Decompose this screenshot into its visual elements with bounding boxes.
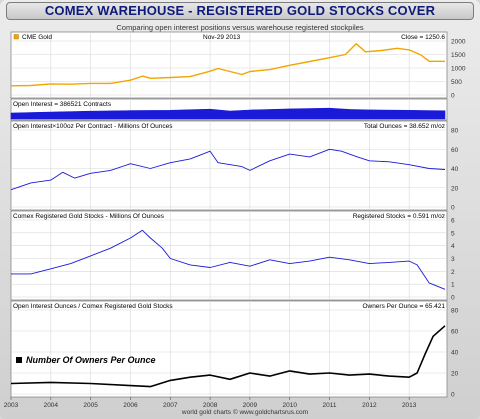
- y-tick-label: 0: [451, 295, 455, 302]
- panel-cme-gold: 0 500 1000 1500 2000 CME Gold Nov-29 2013 Close…: [10, 31, 466, 100]
- x-tick-label: 2010: [282, 402, 297, 409]
- legend-label: CME Gold: [22, 34, 52, 41]
- panel-background: [10, 120, 448, 211]
- y-tick-label: 20: [451, 371, 459, 378]
- x-tick-label: 2013: [402, 402, 417, 409]
- y-tick-label: 80: [451, 128, 459, 135]
- x-tick-label: 2012: [362, 402, 377, 409]
- series-line: [10, 148, 446, 191]
- panel-owners-per-ounce: 0 20 40 60 80 Open Interest Ounces / Comex Re…: [10, 300, 459, 399]
- panel-label: Comex Registered Gold Stocks - Millions …: [13, 213, 165, 220]
- panel-background: [10, 31, 448, 99]
- legend-swatch: [16, 357, 22, 363]
- panel-registered-stocks: 0 1 2 3 4 5 6 Comex Registered Gold Stocks - Mi…: [10, 210, 455, 302]
- y-tick-label: 3: [451, 256, 455, 263]
- y-tick-label: 1500: [451, 52, 466, 59]
- chart-subtitle: Comparing open interest positions versus…: [116, 23, 363, 32]
- x-tick-label: 2007: [163, 402, 178, 409]
- x-tick-label: 2003: [4, 402, 19, 409]
- x-tick-label: 2011: [323, 402, 337, 409]
- panel-total-ounces: 0 20 40 60 80 Open Interest×100oz Per Contrac…: [10, 120, 459, 212]
- y-tick-label: 6: [451, 218, 455, 225]
- series-line: [11, 229, 446, 290]
- legend-label: Number Of Owners Per Ounce: [26, 355, 156, 365]
- value-label: Registered Stocks = 0.591 m/oz: [353, 213, 445, 220]
- date-label: Nov-29 2013: [203, 34, 241, 41]
- y-tick-label: 2: [451, 269, 455, 276]
- y-tick-label: 0: [451, 93, 455, 100]
- y-tick-label: 20: [451, 185, 459, 192]
- y-tick-label: 2000: [451, 39, 466, 46]
- value-label: Open Interest = 386521 Contracts: [13, 101, 112, 108]
- y-tick-label: 80: [451, 308, 459, 315]
- series-line: [10, 325, 446, 388]
- series-line: [10, 43, 445, 87]
- y-tick-label: 0: [451, 392, 455, 399]
- x-tick-label: 2009: [243, 402, 258, 409]
- x-tick-label: 2006: [123, 402, 138, 409]
- open-interest-area: [10, 107, 446, 120]
- x-tick-label: 2004: [44, 402, 59, 409]
- page-title: COMEX WAREHOUSE - REGISTERED GOLD STOCKS…: [6, 2, 474, 20]
- y-tick-label: 5: [451, 230, 455, 237]
- value-label: Owners Per Ounce = 65.421: [362, 303, 445, 310]
- y-tick-label: 60: [451, 329, 459, 336]
- y-tick-label: 1000: [451, 66, 466, 73]
- y-tick-label: 60: [451, 147, 459, 154]
- x-tick-label: 2005: [83, 402, 98, 409]
- y-tick-label: 4: [451, 243, 455, 250]
- panel-background: [10, 210, 448, 301]
- y-tick-label: 40: [451, 166, 459, 173]
- y-tick-label: 500: [451, 79, 462, 86]
- y-tick-label: 0: [451, 205, 455, 212]
- chart-footer: world gold charts © www.goldchartsrus.co…: [181, 408, 308, 416]
- panel-label: Open Interest×100oz Per Contract - Milli…: [13, 123, 173, 130]
- y-tick-label: 1: [451, 282, 455, 289]
- panel-background: [10, 300, 448, 398]
- panel-label: Open Interest Ounces / Comex Registered …: [13, 303, 173, 310]
- legend-swatch: [13, 34, 19, 40]
- y-tick-label: 40: [451, 350, 459, 357]
- value-label: Close = 1250.6: [401, 34, 445, 41]
- panel-open-interest: Open Interest = 386521 Contracts: [10, 98, 448, 121]
- value-label: Total Ounces = 38.652 m/oz: [364, 123, 445, 130]
- x-tick-label: 2008: [203, 402, 218, 409]
